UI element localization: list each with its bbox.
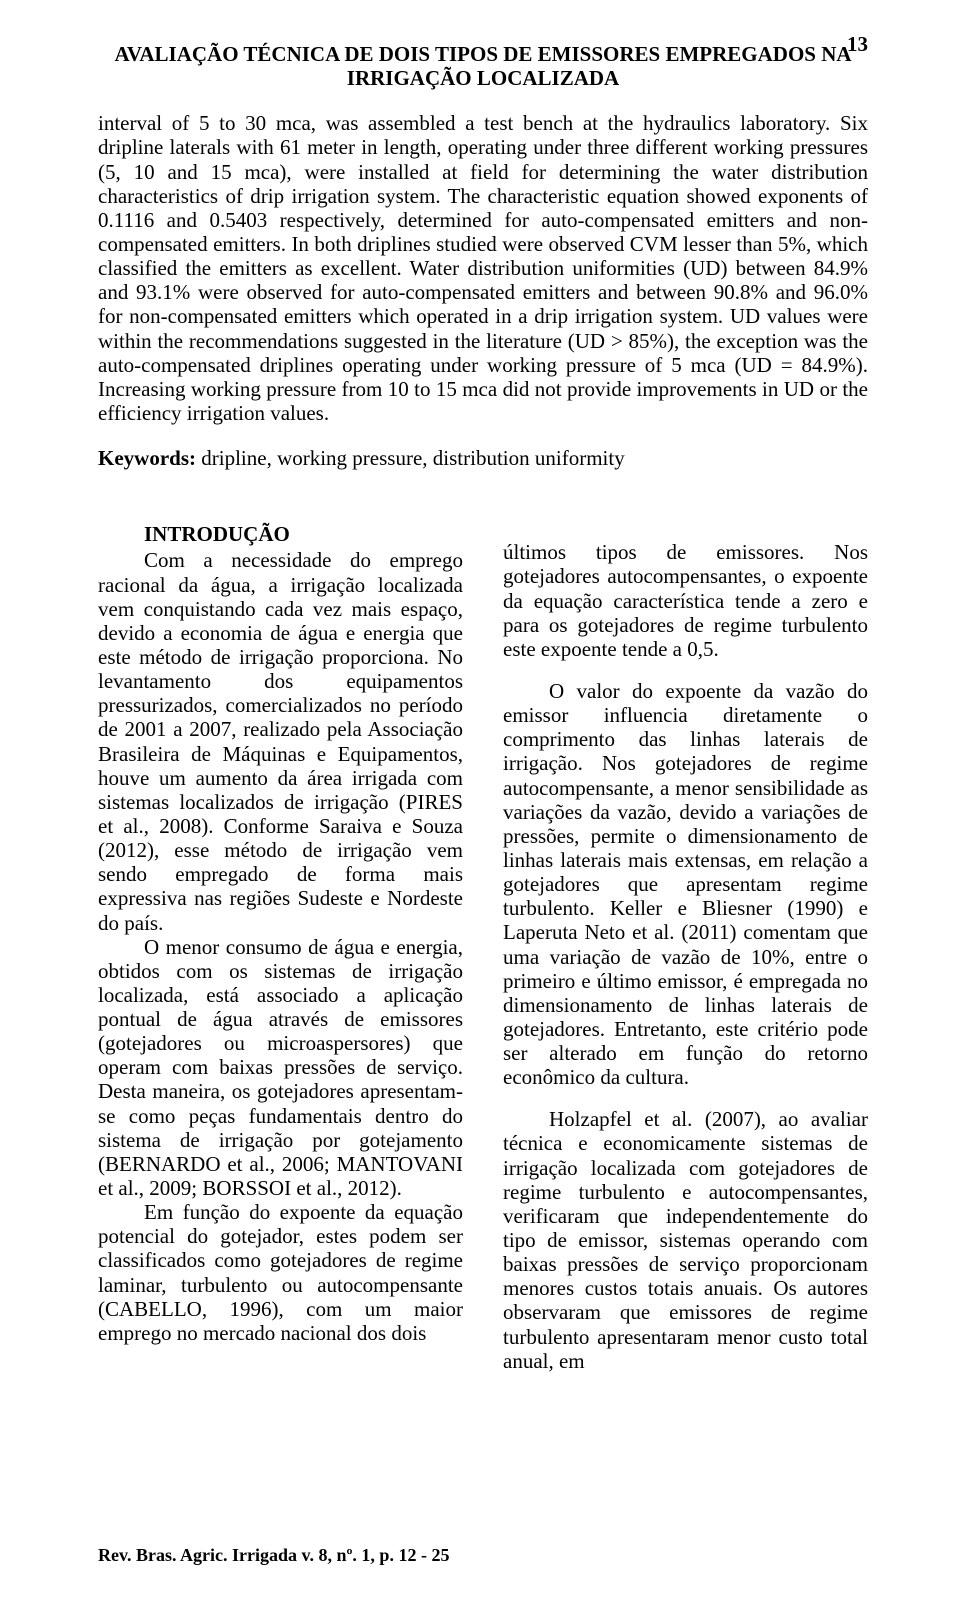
page: 13 AVALIAÇÃO TÉCNICA DE DOIS TIPOS DE EM… <box>0 0 960 1604</box>
keywords-label: Keywords: <box>98 446 196 470</box>
column-top-spacer <box>503 522 868 540</box>
page-number: 13 <box>847 32 868 57</box>
paragraph-spacer <box>503 1089 868 1107</box>
left-column: INTRODUÇÃO Com a necessidade do emprego … <box>98 522 463 1373</box>
section-heading-introducao: INTRODUÇÃO <box>98 522 463 546</box>
title-line-1: AVALIAÇÃO TÉCNICA DE DOIS TIPOS DE EMISS… <box>108 42 858 66</box>
footer-citation: Rev. Bras. Agric. Irrigada v. 8, nº. 1, … <box>98 1545 449 1566</box>
keywords-line: Keywords: dripline, working pressure, di… <box>98 446 868 470</box>
left-paragraph-1: Com a necessidade do emprego racional da… <box>98 548 463 934</box>
left-paragraph-3: Em função do expoente da equação potenci… <box>98 1200 463 1345</box>
right-paragraph-2: O valor do expoente da vazão do emissor … <box>503 679 868 1089</box>
article-title: AVALIAÇÃO TÉCNICA DE DOIS TIPOS DE EMISS… <box>98 42 868 90</box>
left-paragraph-2: O menor consumo de água e energia, obtid… <box>98 935 463 1201</box>
body-columns: INTRODUÇÃO Com a necessidade do emprego … <box>98 522 868 1373</box>
right-column: últimos tipos de emissores. Nos gotejado… <box>503 522 868 1373</box>
title-line-2: IRRIGAÇÃO LOCALIZADA <box>108 66 858 90</box>
right-paragraph-1: últimos tipos de emissores. Nos gotejado… <box>503 540 868 661</box>
keywords-text: dripline, working pressure, distribution… <box>196 446 625 470</box>
abstract-paragraph: interval of 5 to 30 mca, was assembled a… <box>98 111 868 425</box>
right-paragraph-3: Holzapfel et al. (2007), ao avaliar técn… <box>503 1107 868 1373</box>
paragraph-spacer <box>503 661 868 679</box>
